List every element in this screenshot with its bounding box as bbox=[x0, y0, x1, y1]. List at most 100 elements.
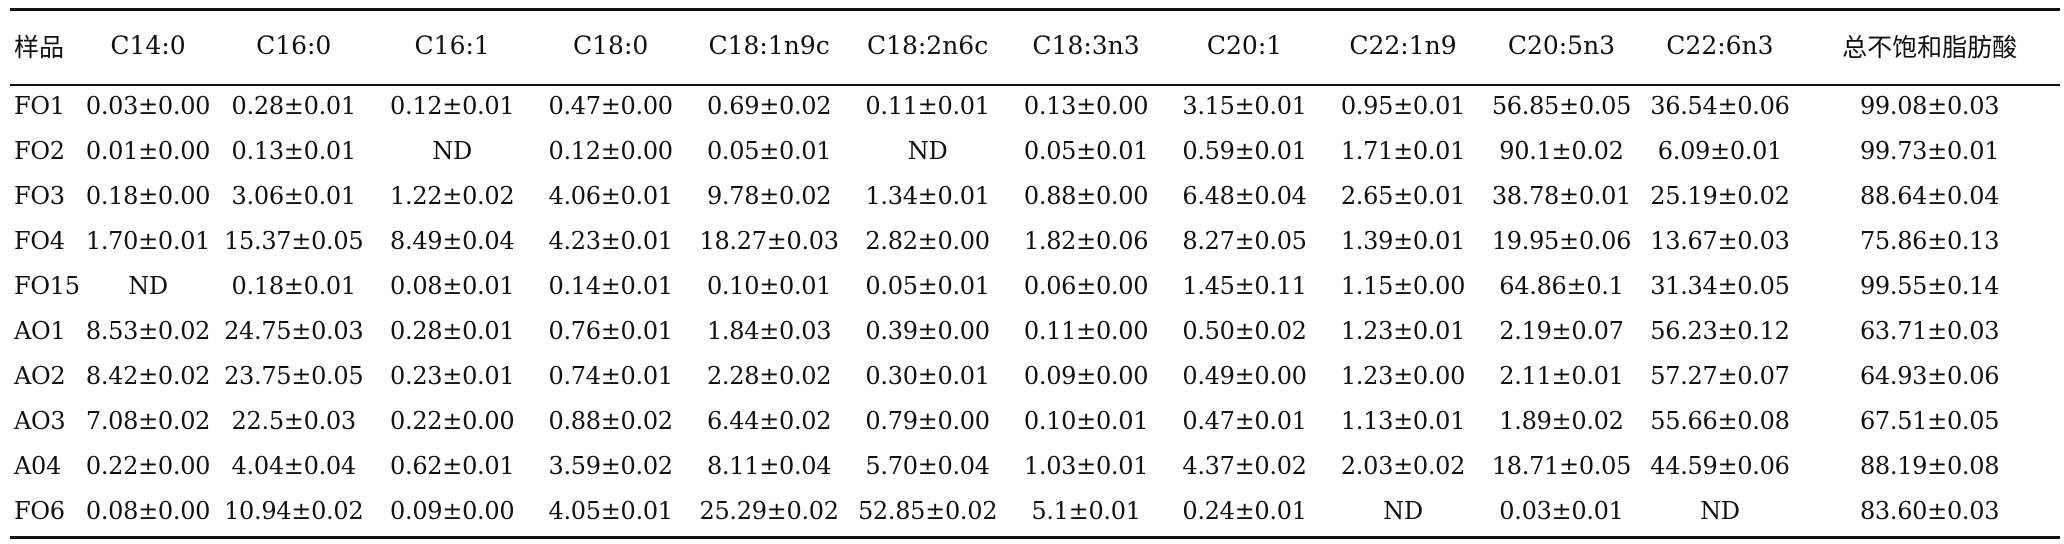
fatty-acid-table: 样品 C14:0 C16:0 C16:1 C18:0 C18:1n9c C18:… bbox=[10, 8, 2060, 533]
header-c16-1: C16:1 bbox=[414, 31, 490, 60]
table-cell: 99.55±0.14 bbox=[1859, 271, 2000, 300]
table-cell: 0.59±0.01 bbox=[1182, 136, 1307, 165]
header-c16-0: C16:0 bbox=[256, 31, 332, 60]
table-cell: 1.22±0.02 bbox=[390, 181, 515, 210]
table-row: FO3 0.18±0.00 3.06±0.01 1.22±0.02 4.06±0… bbox=[10, 173, 2060, 218]
table-cell: 0.08±0.00 bbox=[85, 496, 211, 525]
table-cell: ND bbox=[1700, 496, 1740, 525]
table-cell: 83.60±0.03 bbox=[1859, 496, 2000, 525]
header-c18-0: C18:0 bbox=[573, 31, 649, 60]
table-cell: ND bbox=[432, 136, 472, 165]
table-cell: 0.69±0.02 bbox=[706, 91, 832, 120]
table-cell: 8.42±0.02 bbox=[85, 361, 211, 390]
header-c22-6n3: C22:6n3 bbox=[1666, 31, 1774, 60]
table-cell: 0.62±0.01 bbox=[390, 451, 515, 480]
fatty-acid-table-container: 样品 C14:0 C16:0 C16:1 C18:0 C18:1n9c C18:… bbox=[10, 8, 2060, 539]
table-cell: 0.14±0.01 bbox=[548, 271, 673, 300]
table-cell: 0.08±0.01 bbox=[390, 271, 515, 300]
table-cell: 24.75±0.03 bbox=[224, 316, 364, 345]
table-cell: 0.06±0.00 bbox=[1023, 271, 1149, 300]
table-cell: 5.1±0.01 bbox=[1031, 496, 1141, 525]
table-cell: 31.34±0.05 bbox=[1650, 271, 1790, 300]
table-top-rule bbox=[10, 8, 2060, 11]
table-cell: 4.06±0.01 bbox=[548, 181, 673, 210]
table-cell: 10.94±0.02 bbox=[224, 496, 364, 525]
table-row: FO1 0.03±0.00 0.28±0.01 0.12±0.01 0.47±0… bbox=[10, 83, 2060, 128]
table-row: AO2 8.42±0.02 23.75±0.05 0.23±0.01 0.74±… bbox=[10, 353, 2060, 398]
table-cell: ND bbox=[128, 271, 168, 300]
cell-sample: FO2 bbox=[14, 136, 65, 165]
table-cell: 1.03±0.01 bbox=[1023, 451, 1149, 480]
table-cell: 64.93±0.06 bbox=[1859, 361, 2000, 390]
header-c20-5n3: C20:5n3 bbox=[1507, 31, 1616, 60]
table-cell: 0.22±0.00 bbox=[85, 451, 211, 480]
cell-sample: FO15 bbox=[14, 271, 80, 300]
table-cell: 0.05±0.01 bbox=[865, 271, 990, 300]
table-cell: 3.15±0.01 bbox=[1182, 91, 1307, 120]
table-cell: 0.23±0.01 bbox=[390, 361, 515, 390]
table-cell: 52.85±0.02 bbox=[857, 496, 998, 525]
table-cell: 99.73±0.01 bbox=[1859, 136, 2000, 165]
header-sample: 样品 bbox=[14, 32, 65, 62]
table-cell: 0.11±0.01 bbox=[865, 91, 990, 120]
table-cell: 0.49±0.00 bbox=[1182, 361, 1307, 390]
table-cell: 67.51±0.05 bbox=[1859, 406, 2000, 435]
table-cell: 0.50±0.02 bbox=[1182, 316, 1307, 345]
table-cell: 36.54±0.06 bbox=[1650, 91, 1790, 120]
table-cell: 0.47±0.01 bbox=[1182, 406, 1307, 435]
table-cell: 0.30±0.01 bbox=[865, 361, 990, 390]
table-cell: 1.45±0.11 bbox=[1182, 271, 1307, 300]
table-cell: 4.23±0.01 bbox=[548, 226, 673, 255]
table-cell: 88.64±0.04 bbox=[1859, 181, 2000, 210]
table-cell: 23.75±0.05 bbox=[224, 361, 364, 390]
table-cell: 64.86±0.1 bbox=[1499, 271, 1624, 300]
header-c18-1n9c: C18:1n9c bbox=[708, 31, 830, 60]
header-total-unsaturated: 总不饱和脂肪酸 bbox=[1842, 32, 2018, 62]
table-cell: 19.95±0.06 bbox=[1491, 226, 1632, 255]
table-row: FO6 0.08±0.00 10.94±0.02 0.09±0.00 4.05±… bbox=[10, 488, 2060, 533]
table-cell: 0.13±0.00 bbox=[1023, 91, 1149, 120]
table-cell: 0.05±0.01 bbox=[1023, 136, 1149, 165]
table-cell: 0.74±0.01 bbox=[548, 361, 673, 390]
table-cell: 2.03±0.02 bbox=[1340, 451, 1466, 480]
table-cell: 8.49±0.04 bbox=[390, 226, 515, 255]
cell-sample: FO6 bbox=[14, 496, 65, 525]
table-cell: 25.29±0.02 bbox=[699, 496, 839, 525]
table-cell: 8.53±0.02 bbox=[85, 316, 211, 345]
table-cell: 0.01±0.00 bbox=[85, 136, 211, 165]
table-row: AO3 7.08±0.02 22.5±0.03 0.22±0.00 0.88±0… bbox=[10, 398, 2060, 443]
table-cell: ND bbox=[907, 136, 948, 165]
table-header-row: 样品 C14:0 C16:0 C16:1 C18:0 C18:1n9c C18:… bbox=[10, 8, 2060, 83]
table-cell: 0.18±0.00 bbox=[85, 181, 211, 210]
table-cell: 2.28±0.02 bbox=[706, 361, 832, 390]
table-cell: 0.10±0.01 bbox=[1023, 406, 1149, 435]
table-cell: 0.10±0.01 bbox=[706, 271, 832, 300]
table-cell: 56.85±0.05 bbox=[1491, 91, 1632, 120]
table-cell: 0.88±0.02 bbox=[548, 406, 673, 435]
table-cell: 1.23±0.00 bbox=[1340, 361, 1466, 390]
header-c22-1n9: C22:1n9 bbox=[1349, 31, 1457, 60]
table-cell: 1.15±0.00 bbox=[1340, 271, 1466, 300]
table-cell: 4.04±0.04 bbox=[231, 451, 357, 480]
table-cell: 4.37±0.02 bbox=[1182, 451, 1307, 480]
table-cell: 4.05±0.01 bbox=[548, 496, 673, 525]
table-cell: 1.39±0.01 bbox=[1340, 226, 1466, 255]
table-cell: 63.71±0.03 bbox=[1859, 316, 2000, 345]
table-cell: 1.89±0.02 bbox=[1499, 406, 1624, 435]
table-cell: 44.59±0.06 bbox=[1650, 451, 1790, 480]
table-cell: 2.82±0.00 bbox=[865, 226, 990, 255]
table-cell: 0.13±0.01 bbox=[231, 136, 357, 165]
table-cell: 38.78±0.01 bbox=[1491, 181, 1632, 210]
table-cell: 1.34±0.01 bbox=[865, 181, 990, 210]
table-row: FO2 0.01±0.00 0.13±0.01 ND 0.12±0.00 0.0… bbox=[10, 128, 2060, 173]
cell-sample: AO2 bbox=[14, 361, 66, 390]
header-c18-3n3: C18:3n3 bbox=[1032, 31, 1140, 60]
table-cell: 0.24±0.01 bbox=[1182, 496, 1307, 525]
table-cell: 25.19±0.02 bbox=[1650, 181, 1790, 210]
table-bottom-rule bbox=[10, 536, 2060, 539]
table-cell: 6.09±0.01 bbox=[1657, 136, 1783, 165]
table-cell: 0.03±0.00 bbox=[85, 91, 211, 120]
table-cell: 0.12±0.00 bbox=[548, 136, 673, 165]
table-cell: 22.5±0.03 bbox=[231, 406, 357, 435]
table-cell: 0.11±0.00 bbox=[1023, 316, 1149, 345]
